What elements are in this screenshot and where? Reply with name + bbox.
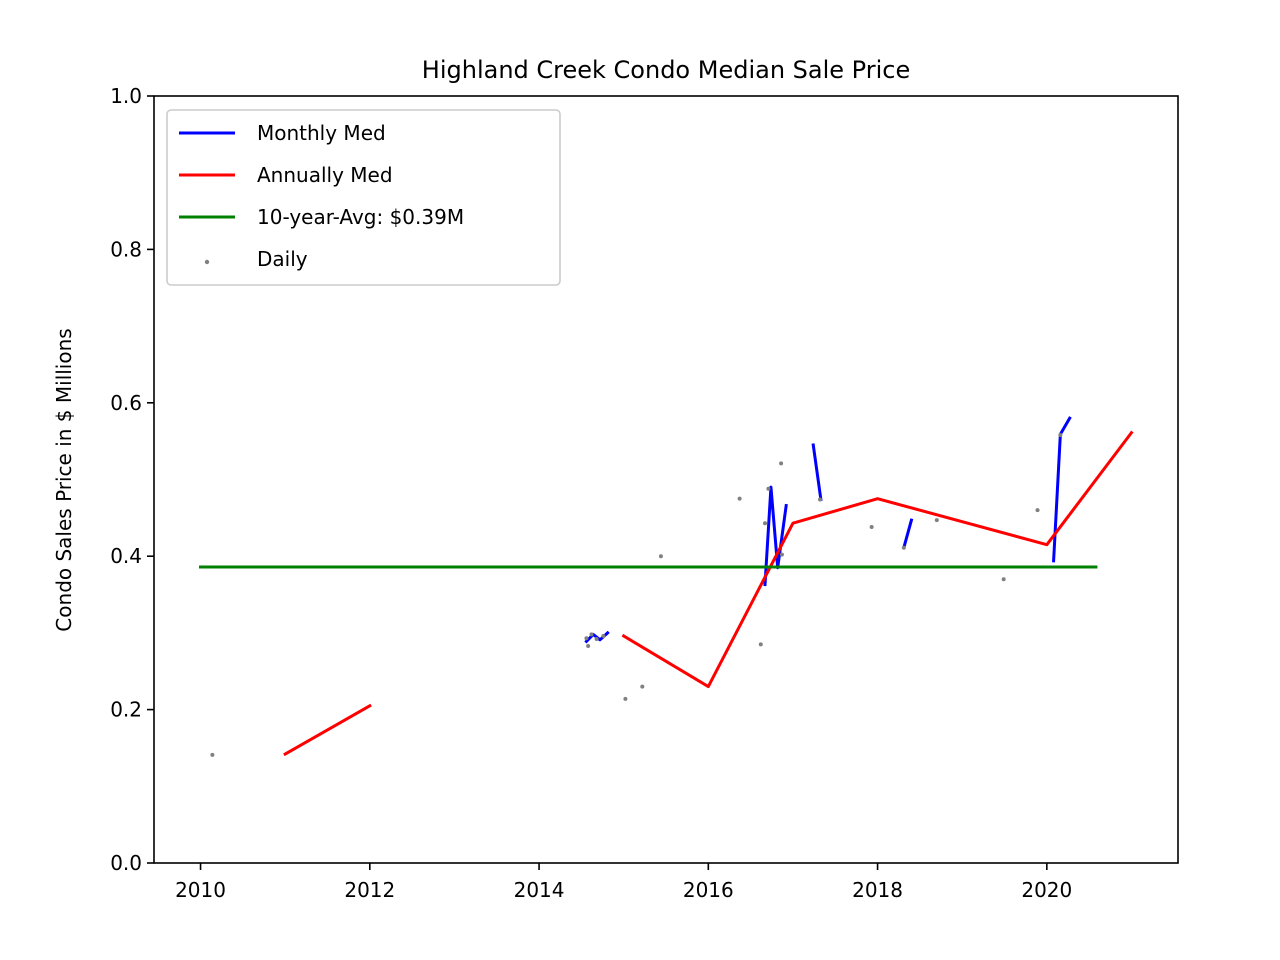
monthly-med-line-segment-3 — [901, 518, 914, 550]
annually-med-line-segment-0 — [283, 703, 372, 757]
y-tick-label-0: 0.0 — [110, 851, 142, 875]
axes: 2010 2012 2014 2016 2018 2020 0.0 0.2 0.4 0.6 0.8 1… — [110, 84, 1179, 902]
legend-label-annually-med: Annually Med — [257, 163, 393, 187]
x-tick-label-5: 2020 — [1021, 878, 1072, 902]
x-tick-label-1: 2012 — [344, 878, 395, 902]
daily-point-15 — [818, 497, 823, 502]
daily-point-1 — [584, 636, 589, 641]
legend-box — [166, 109, 561, 286]
daily-point-14 — [779, 552, 784, 557]
legend-label-monthly-med: Monthly Med — [257, 121, 386, 145]
x-tick-label-3: 2016 — [683, 878, 734, 902]
daily-point-10 — [758, 642, 763, 647]
plot-area — [199, 416, 1134, 757]
daily-point-3 — [589, 632, 594, 637]
daily-point-17 — [901, 545, 906, 550]
daily-point-18 — [934, 518, 939, 523]
daily-point-21 — [1058, 433, 1063, 438]
daily-point-19 — [1001, 577, 1006, 582]
legend-label-10-year-avg-0-39m: 10-year-Avg: $0.39M — [257, 205, 464, 229]
y-tick-label-2: 0.4 — [110, 544, 142, 568]
plot-frame — [153, 95, 1179, 864]
daily-point-7 — [640, 684, 645, 689]
daily-point-5 — [601, 633, 606, 638]
y-tick-label-5: 1.0 — [110, 84, 142, 108]
daily-point-0 — [210, 752, 215, 757]
daily-point-4 — [594, 637, 599, 642]
x-tick-label-2: 2014 — [514, 878, 565, 902]
daily-point-20 — [1035, 508, 1040, 513]
x-tick-label-4: 2018 — [852, 878, 903, 902]
y-tick-label-3: 0.6 — [110, 391, 142, 415]
y-tick-label-1: 0.2 — [110, 698, 142, 722]
y-axis-label: Condo Sales Price in $ Millions — [52, 328, 76, 631]
annually-med-line-segment-1 — [621, 430, 1134, 689]
daily-point-11 — [763, 521, 768, 526]
monthly-med-line-segment-1 — [763, 485, 788, 587]
y-tick-label-4: 0.8 — [110, 237, 142, 261]
legend-swatch-daily — [204, 259, 210, 265]
x-tick-label-0: 2010 — [175, 878, 226, 902]
monthly-med-line-segment-2 — [811, 443, 823, 502]
legend: Monthly Med Annually Med 10-year-Avg: $0.3… — [166, 109, 561, 286]
daily-point-16 — [869, 525, 874, 530]
chart-title: Highland Creek Condo Median Sale Price — [422, 56, 910, 84]
daily-point-12 — [766, 486, 771, 491]
daily-point-9 — [737, 496, 742, 501]
daily-point-6 — [623, 696, 628, 701]
daily-point-8 — [658, 554, 663, 559]
legend-label-daily: Daily — [257, 247, 308, 271]
daily-point-13 — [779, 461, 784, 466]
daily-point-2 — [586, 643, 591, 648]
